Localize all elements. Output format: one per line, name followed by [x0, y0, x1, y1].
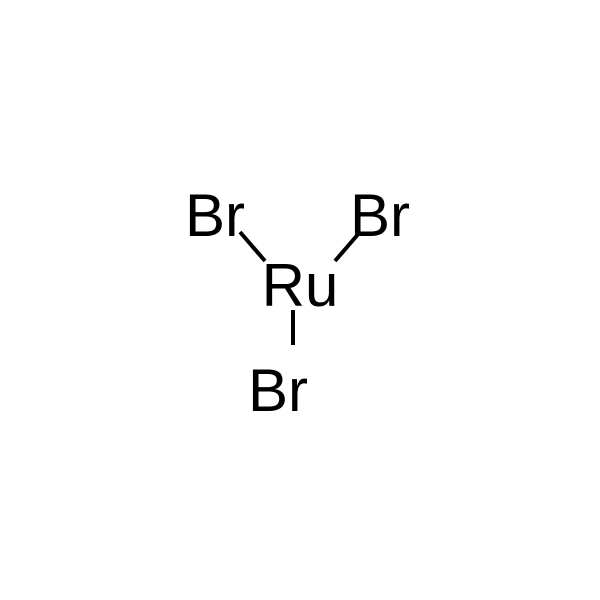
atom-center-ru: Ru: [262, 252, 339, 319]
atom-br-top-right: Br: [350, 182, 410, 249]
atom-br-top-left: Br: [185, 182, 245, 249]
atom-br-bottom: Br: [248, 357, 308, 424]
